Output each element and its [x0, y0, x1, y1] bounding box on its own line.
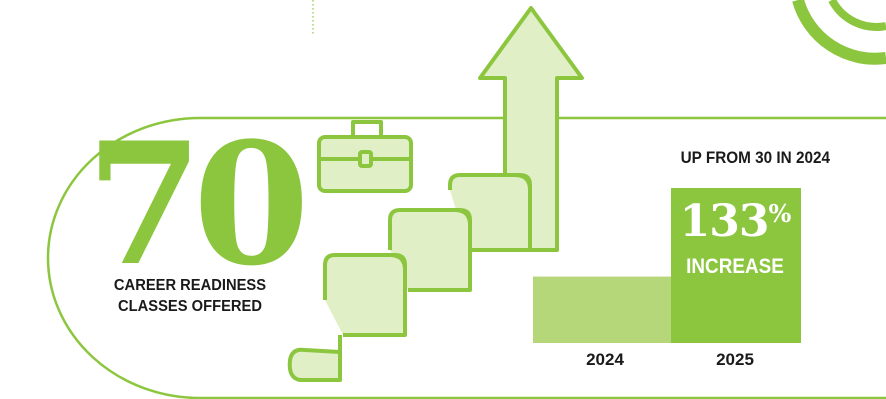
scroll-staircase-icon	[287, 173, 532, 382]
pill-outline	[46, 116, 886, 399]
x-tick-label-2024: 2024	[586, 350, 624, 369]
bar-2024	[533, 276, 671, 343]
corner-ring-decoration	[792, 0, 886, 65]
headline-caption: CAREER READINESS CLASSES OFFERED	[98, 275, 282, 317]
increase-label: INCREASE	[686, 255, 784, 278]
comparison-note: UP FROM 30 IN 2024	[680, 148, 830, 167]
briefcase-icon	[317, 120, 413, 193]
increase-unit: %	[768, 199, 792, 228]
x-tick-label-2025: 2025	[716, 350, 754, 369]
corner-ring-decoration-inner	[828, 0, 886, 31]
increase-value: 133	[679, 196, 770, 247]
increase-percentage: 133%	[670, 200, 800, 244]
caption-line-2: CLASSES OFFERED	[118, 298, 262, 315]
caption-line-1: CAREER READINESS	[113, 277, 267, 294]
bar-2025	[671, 188, 801, 343]
headline-number: 70	[86, 105, 310, 303]
